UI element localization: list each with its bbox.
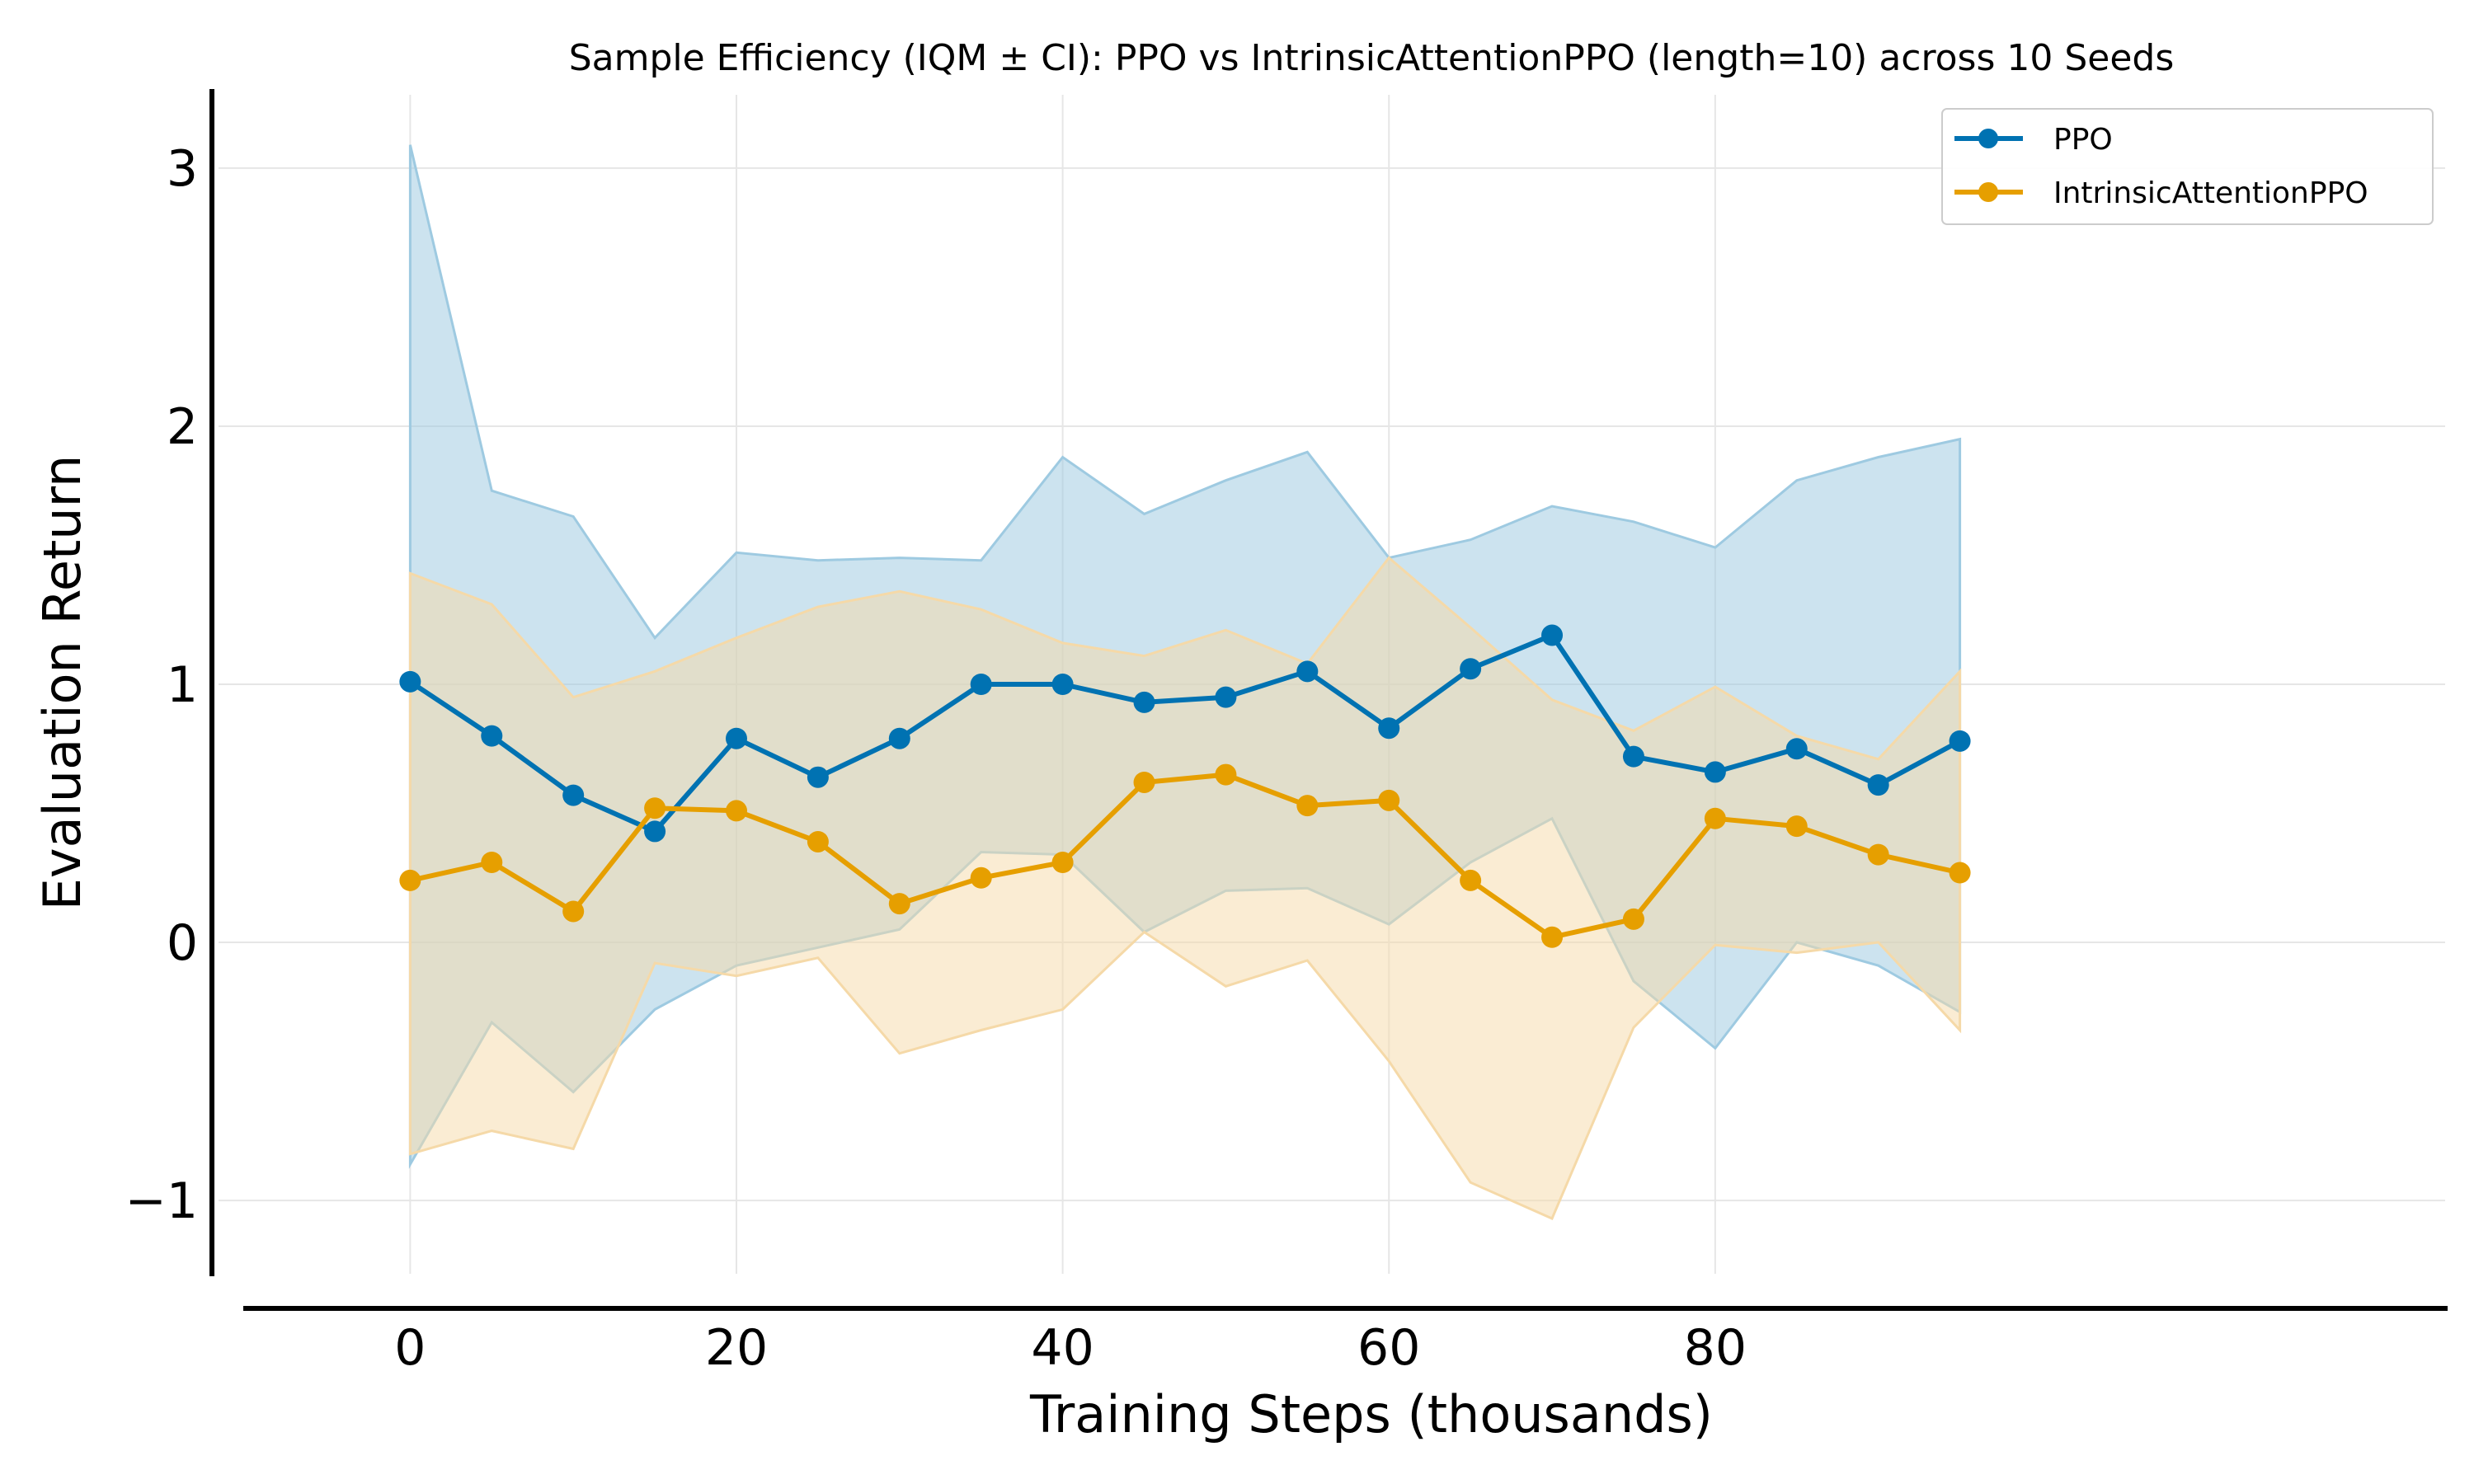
data-point-intrinsic-attention-ppo: [1296, 795, 1319, 817]
data-point-intrinsic-attention-ppo: [888, 893, 910, 915]
legend-label-ppo: PPO: [2053, 123, 2113, 157]
series-lines: [399, 624, 1971, 948]
data-point-ppo: [1622, 745, 1644, 768]
data-point-ppo: [807, 766, 829, 788]
data-point-intrinsic-attention-ppo: [1785, 815, 1808, 838]
data-point-ppo: [644, 820, 666, 843]
y-tick-label: 2: [167, 398, 198, 456]
legend-marker-intrinsic-attention-ppo: [1978, 182, 1998, 202]
legend: PPO IntrinsicAttentionPPO: [1941, 108, 2434, 225]
data-point-ppo: [1215, 686, 1237, 708]
data-point-intrinsic-attention-ppo: [1460, 869, 1482, 891]
x-tick-label: 20: [705, 1319, 768, 1377]
data-point-ppo: [1051, 674, 1074, 695]
data-point-intrinsic-attention-ppo: [807, 830, 829, 852]
data-point-intrinsic-attention-ppo: [1622, 908, 1644, 930]
data-point-ppo: [1785, 738, 1808, 760]
legend-marker-ppo: [1978, 129, 1998, 148]
confidence-band-intrinsic-attention-ppo: [408, 556, 1962, 1220]
data-point-ppo: [970, 674, 992, 695]
x-tick-label: 80: [1684, 1319, 1747, 1377]
x-tick-label: 40: [1031, 1319, 1094, 1377]
data-point-ppo: [399, 670, 421, 693]
data-point-intrinsic-attention-ppo: [1867, 843, 1889, 866]
data-point-intrinsic-attention-ppo: [562, 900, 585, 923]
data-point-intrinsic-attention-ppo: [644, 797, 666, 819]
x-axis-label: Training Steps (thousands): [1029, 1384, 1713, 1444]
data-point-intrinsic-attention-ppo: [1949, 862, 1971, 884]
data-point-ppo: [1541, 624, 1564, 646]
x-tick-label: 60: [1357, 1319, 1420, 1377]
y-tick-label: 0: [167, 914, 198, 972]
data-point-intrinsic-attention-ppo: [1704, 807, 1726, 829]
data-point-ppo: [1296, 660, 1319, 683]
data-point-ppo: [481, 725, 503, 747]
data-point-ppo: [1378, 717, 1400, 740]
data-point-intrinsic-attention-ppo: [970, 866, 992, 889]
data-point-ppo: [1460, 658, 1482, 680]
y-tick-label: 3: [167, 140, 198, 198]
data-point-intrinsic-attention-ppo: [1133, 771, 1155, 793]
data-point-intrinsic-attention-ppo: [1541, 926, 1564, 948]
y-axis-label: Evaluation Return: [32, 455, 92, 911]
legend-label-intrinsic-attention-ppo: IntrinsicAttentionPPO: [2053, 176, 2368, 210]
confidence-bands: [408, 144, 1962, 1220]
data-point-ppo: [562, 784, 585, 806]
tick-labels: 0 20 40 60 80 −1 0 1 2 3: [125, 140, 1747, 1377]
data-point-ppo: [1949, 730, 1971, 752]
data-point-intrinsic-attention-ppo: [1215, 763, 1237, 786]
series-line-ppo: [408, 632, 1962, 834]
data-point-intrinsic-attention-ppo: [725, 800, 747, 822]
y-tick-label: 1: [167, 656, 198, 714]
data-point-intrinsic-attention-ppo: [1378, 789, 1400, 811]
data-point-ppo: [1867, 774, 1889, 796]
y-tick-label: −1: [125, 1172, 198, 1230]
series-line-intrinsic-attention-ppo: [409, 772, 1961, 940]
x-tick-label: 0: [394, 1319, 426, 1377]
legend-frame: [1941, 108, 2434, 225]
data-point-intrinsic-attention-ppo: [1051, 852, 1074, 873]
data-point-intrinsic-attention-ppo: [399, 869, 421, 891]
data-point-ppo: [888, 727, 910, 749]
data-point-ppo: [725, 727, 747, 749]
axes: [209, 89, 2448, 1311]
data-point-ppo: [1133, 691, 1155, 713]
chart-title: Sample Efficiency (IQM ± CI): PPO vs Int…: [569, 37, 2175, 79]
data-point-ppo: [1704, 761, 1726, 783]
data-point-intrinsic-attention-ppo: [481, 852, 503, 873]
